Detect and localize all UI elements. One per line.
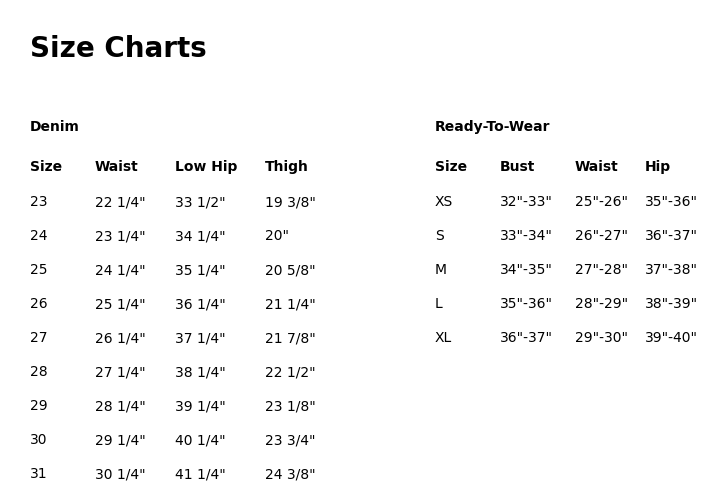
Text: XS: XS xyxy=(435,195,453,209)
Text: Size: Size xyxy=(30,160,62,174)
Text: 31: 31 xyxy=(30,467,48,481)
Text: 41 1/4": 41 1/4" xyxy=(175,467,226,481)
Text: 29"-30": 29"-30" xyxy=(575,331,628,345)
Text: M: M xyxy=(435,263,447,277)
Text: 22 1/4": 22 1/4" xyxy=(95,195,145,209)
Text: 32"-33": 32"-33" xyxy=(500,195,553,209)
Text: Thigh: Thigh xyxy=(265,160,309,174)
Text: 36 1/4": 36 1/4" xyxy=(175,297,226,311)
Text: Bust: Bust xyxy=(500,160,535,174)
Text: 22 1/2": 22 1/2" xyxy=(265,365,316,379)
Text: 36"-37": 36"-37" xyxy=(645,229,698,243)
Text: 24 1/4": 24 1/4" xyxy=(95,263,145,277)
Text: S: S xyxy=(435,229,443,243)
Text: 23: 23 xyxy=(30,195,48,209)
Text: Waist: Waist xyxy=(575,160,619,174)
Text: 26: 26 xyxy=(30,297,48,311)
Text: 40 1/4": 40 1/4" xyxy=(175,433,225,447)
Text: 39"-40": 39"-40" xyxy=(645,331,698,345)
Text: Size Charts: Size Charts xyxy=(30,35,207,63)
Text: 21 7/8": 21 7/8" xyxy=(265,331,316,345)
Text: 34"-35": 34"-35" xyxy=(500,263,553,277)
Text: 37"-38": 37"-38" xyxy=(645,263,698,277)
Text: 29 1/4": 29 1/4" xyxy=(95,433,145,447)
Text: 34 1/4": 34 1/4" xyxy=(175,229,225,243)
Text: 39 1/4": 39 1/4" xyxy=(175,399,226,413)
Text: 33"-34": 33"-34" xyxy=(500,229,553,243)
Text: 19 3/8": 19 3/8" xyxy=(265,195,316,209)
Text: 29: 29 xyxy=(30,399,48,413)
Text: 21 1/4": 21 1/4" xyxy=(265,297,316,311)
Text: 37 1/4": 37 1/4" xyxy=(175,331,225,345)
Text: Denim: Denim xyxy=(30,120,80,134)
Text: 27: 27 xyxy=(30,331,48,345)
Text: 35 1/4": 35 1/4" xyxy=(175,263,225,277)
Text: 36"-37": 36"-37" xyxy=(500,331,553,345)
Text: 30 1/4": 30 1/4" xyxy=(95,467,145,481)
Text: Low Hip: Low Hip xyxy=(175,160,237,174)
Text: 26"-27": 26"-27" xyxy=(575,229,628,243)
Text: 35"-36": 35"-36" xyxy=(500,297,553,311)
Text: 25: 25 xyxy=(30,263,48,277)
Text: 28 1/4": 28 1/4" xyxy=(95,399,145,413)
Text: 20": 20" xyxy=(265,229,289,243)
Text: Hip: Hip xyxy=(645,160,671,174)
Text: 30: 30 xyxy=(30,433,48,447)
Text: 25 1/4": 25 1/4" xyxy=(95,297,145,311)
Text: Ready-To-Wear: Ready-To-Wear xyxy=(435,120,550,134)
Text: XL: XL xyxy=(435,331,452,345)
Text: 23 1/4": 23 1/4" xyxy=(95,229,145,243)
Text: 26 1/4": 26 1/4" xyxy=(95,331,145,345)
Text: 23 3/4": 23 3/4" xyxy=(265,433,315,447)
Text: 35"-36": 35"-36" xyxy=(645,195,698,209)
Text: 28"-29": 28"-29" xyxy=(575,297,628,311)
Text: 27 1/4": 27 1/4" xyxy=(95,365,145,379)
Text: 24 3/8": 24 3/8" xyxy=(265,467,316,481)
Text: Waist: Waist xyxy=(95,160,139,174)
Text: 27"-28": 27"-28" xyxy=(575,263,628,277)
Text: 38 1/4": 38 1/4" xyxy=(175,365,226,379)
Text: 23 1/8": 23 1/8" xyxy=(265,399,316,413)
Text: L: L xyxy=(435,297,443,311)
Text: 20 5/8": 20 5/8" xyxy=(265,263,316,277)
Text: Size: Size xyxy=(435,160,467,174)
Text: 38"-39": 38"-39" xyxy=(645,297,698,311)
Text: 24: 24 xyxy=(30,229,48,243)
Text: 33 1/2": 33 1/2" xyxy=(175,195,225,209)
Text: 25"-26": 25"-26" xyxy=(575,195,628,209)
Text: 28: 28 xyxy=(30,365,48,379)
